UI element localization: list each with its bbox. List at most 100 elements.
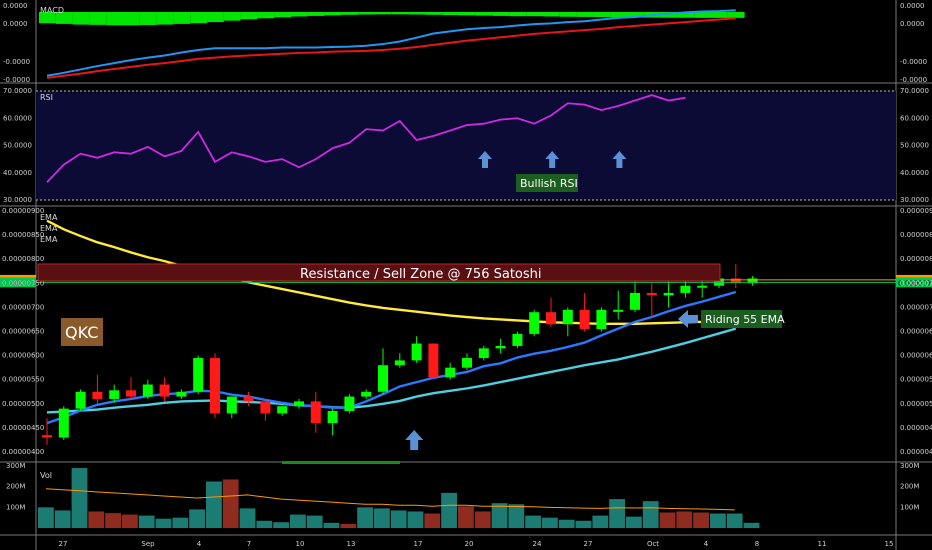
price-badge-bg xyxy=(0,277,36,288)
rsi-y-tick: 60.0000 xyxy=(900,114,929,122)
macd-histogram-bar xyxy=(543,12,560,17)
macd-panel: 0.0000 0.0000 0.0000 0.0000 -0.0000 -0.0000 -0… xyxy=(3,2,927,84)
symbol-label: QKC xyxy=(65,323,98,342)
x-axis-tick: 27 xyxy=(59,540,68,548)
candle-body xyxy=(596,309,607,330)
macd-histogram-bar xyxy=(72,12,90,25)
volume-bar xyxy=(592,515,609,528)
macd-histogram-bar xyxy=(509,12,527,17)
volume-y-tick: 100M xyxy=(900,503,919,511)
resistance-zone xyxy=(37,263,721,282)
candle-body xyxy=(92,391,103,399)
price-y-tick: 0.00000450 xyxy=(900,424,932,432)
x-axis-tick: 13 xyxy=(347,540,356,548)
macd-line-1 xyxy=(46,17,736,79)
volume-bar xyxy=(508,504,525,528)
candle-body xyxy=(546,312,556,325)
macd-histogram-bar xyxy=(727,12,745,18)
ema-legend-1: EMA xyxy=(40,213,58,222)
macd-histogram-bar xyxy=(240,12,258,20)
candle-body xyxy=(529,312,540,334)
candle-body xyxy=(310,401,321,424)
rsi-y-tick: 70.0000 xyxy=(3,87,32,95)
rsi-y-tick: 40.0000 xyxy=(900,169,929,177)
x-axis-tick: 15 xyxy=(885,540,894,548)
volume-bar xyxy=(525,515,541,528)
volume-bar xyxy=(693,512,709,528)
candle-body xyxy=(327,411,338,424)
x-axis-tick: Sep xyxy=(141,540,155,548)
price-badge-bg xyxy=(896,277,932,288)
candle-body xyxy=(697,285,708,288)
volume-bar xyxy=(323,522,340,528)
price-y-tick: 0.00000750 xyxy=(900,279,932,287)
x-axis-tick: 17 xyxy=(414,540,423,548)
x-axis-tick: 20 xyxy=(465,540,474,548)
candle-body xyxy=(109,390,120,399)
price-y-tick: 0.00000550 xyxy=(2,376,44,384)
up-arrow-icon xyxy=(405,430,424,450)
macd-y-tick: 0.0000 xyxy=(3,2,28,10)
macd-histogram-bar xyxy=(190,12,207,24)
volume-y-tick: 200M xyxy=(900,483,919,491)
rsi-annotation-label: Bullish RSI xyxy=(520,177,578,190)
volume-bar xyxy=(239,508,256,528)
volume-bar xyxy=(71,468,88,528)
candle-body xyxy=(260,401,271,414)
price-y-tick: 0.00000850 xyxy=(900,231,932,239)
macd-histogram-bar xyxy=(223,12,241,21)
x-axis-tick: 8 xyxy=(755,540,759,548)
macd-histogram-bar xyxy=(291,12,308,17)
volume-bar xyxy=(642,501,659,528)
rsi-y-tick: 50.0000 xyxy=(900,142,929,150)
macd-histogram-bar xyxy=(173,12,191,24)
macd-histogram-bar xyxy=(593,12,611,18)
volume-bar xyxy=(726,513,743,528)
candle-body xyxy=(176,391,187,397)
candle-body xyxy=(663,292,674,296)
volume-bar xyxy=(54,510,71,528)
rsi-panel: 70.0000 70.0000 60.0000 60.0000 50.0000 50.00… xyxy=(3,87,929,204)
volume-bar xyxy=(38,507,54,528)
up-arrow-icon xyxy=(478,151,492,168)
macd-histogram-bar xyxy=(408,12,426,15)
volume-bar xyxy=(88,511,105,528)
candle-body xyxy=(243,396,254,402)
rsi-y-tick: 30.0000 xyxy=(900,196,929,204)
price-y-tick: 0.00000450 xyxy=(2,424,44,432)
candle-body xyxy=(277,406,288,414)
rsi-y-tick: 70.0000 xyxy=(900,87,929,95)
candle-body xyxy=(159,384,170,397)
candle-body xyxy=(58,408,69,438)
macd-histogram-bar xyxy=(106,12,123,26)
macd-histogram-bar xyxy=(391,12,409,15)
rsi-y-tick: 60.0000 xyxy=(3,114,32,122)
candle-body xyxy=(126,390,136,397)
candle-body xyxy=(428,343,439,378)
candle-body xyxy=(680,285,691,293)
volume-bar xyxy=(626,516,642,528)
volume-bar xyxy=(273,522,289,528)
ema-annotation-box xyxy=(701,310,782,328)
macd-histogram-bar xyxy=(307,12,325,16)
volume-y-tick: 300M xyxy=(900,462,919,470)
price-y-tick: 0.00000550 xyxy=(900,376,932,384)
left-arrow-icon xyxy=(678,310,698,328)
volume-bar xyxy=(659,512,676,528)
x-axis-tick: 11 xyxy=(818,540,827,548)
x-axis-tick: Oct xyxy=(647,540,659,548)
macd-histogram-bar xyxy=(123,12,140,26)
candle-body xyxy=(226,396,237,414)
candle-body xyxy=(730,278,741,284)
macd-histogram-bar xyxy=(358,12,375,15)
rsi-y-tick: 40.0000 xyxy=(3,169,32,177)
volume-bar xyxy=(390,510,407,528)
price-y-tick: 0.00000900 xyxy=(2,207,44,215)
price-y-tick: 0.00000400 xyxy=(900,448,932,456)
candle-body xyxy=(630,292,640,310)
macd-histogram-bar xyxy=(375,12,392,15)
rsi-band-fill xyxy=(36,91,896,200)
x-axis-tick: 27 xyxy=(584,540,593,548)
candle-body xyxy=(210,358,220,414)
